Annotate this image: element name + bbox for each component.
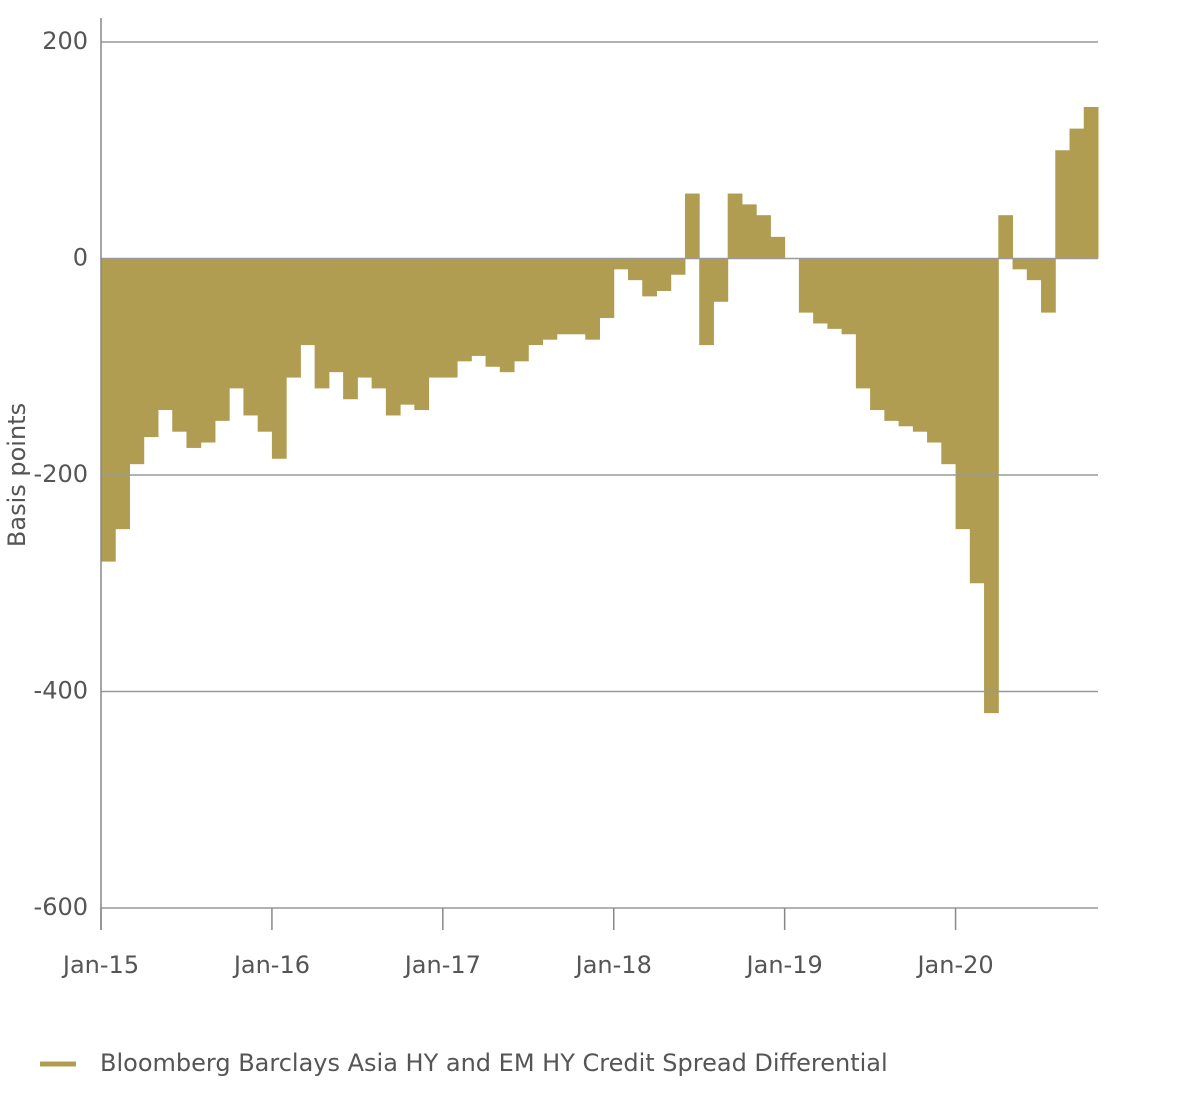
bar (257, 258, 273, 432)
bar (457, 258, 472, 362)
bar (314, 258, 330, 389)
bar (713, 258, 729, 302)
bar (1012, 258, 1028, 270)
bar (813, 258, 828, 324)
bar (514, 258, 529, 362)
bar (884, 258, 900, 421)
bar (499, 258, 515, 373)
bar (599, 258, 615, 319)
bar (571, 258, 586, 335)
bar (271, 258, 287, 459)
bar (214, 258, 230, 421)
y-tick-label: 200 (42, 27, 88, 55)
bar (870, 258, 885, 411)
bar (670, 258, 686, 275)
bar (371, 258, 387, 389)
bar (684, 193, 700, 259)
y-tick-label: -200 (34, 460, 88, 488)
bar (613, 258, 629, 270)
bar (798, 258, 814, 313)
bar (1026, 258, 1042, 281)
bar (955, 258, 971, 530)
bar (471, 258, 487, 356)
legend-label: Bloomberg Barclays Asia HY and EM HY Cre… (100, 1049, 888, 1077)
bar (200, 258, 216, 443)
bar (115, 258, 130, 530)
bar (442, 258, 458, 378)
bar (286, 258, 301, 378)
bar (969, 258, 985, 584)
bar (414, 258, 430, 411)
bar (343, 258, 358, 400)
bar (243, 258, 259, 416)
bar (485, 258, 501, 367)
bar (927, 258, 942, 443)
bar (556, 258, 572, 335)
bar (172, 258, 187, 432)
bar (528, 258, 544, 346)
bar (898, 258, 914, 427)
bar (357, 258, 373, 378)
bar (998, 215, 1014, 259)
bar (656, 258, 672, 291)
bar (841, 258, 857, 335)
bar (328, 258, 344, 373)
x-tick-label: Jan-20 (915, 951, 993, 979)
bar (300, 258, 316, 346)
y-tick-label: 0 (73, 244, 88, 272)
bar (585, 258, 600, 340)
bar (1041, 258, 1056, 313)
bar (157, 258, 173, 411)
bar (855, 258, 871, 389)
bar (229, 258, 244, 389)
bar (770, 236, 786, 259)
x-tick-label: Jan-18 (574, 951, 652, 979)
bar (101, 258, 116, 562)
bar (699, 258, 714, 346)
bar (1055, 150, 1071, 259)
bar (912, 258, 928, 432)
bar (428, 258, 444, 378)
y-tick-label: -600 (34, 893, 88, 921)
bar (727, 193, 743, 259)
bar (642, 258, 657, 297)
x-tick-label: Jan-16 (232, 951, 310, 979)
y-tick-label: -400 (34, 677, 88, 705)
bar (385, 258, 401, 416)
bar (827, 258, 843, 329)
bar (143, 258, 159, 438)
bar (1069, 128, 1085, 259)
bar (984, 258, 999, 714)
bar (186, 258, 202, 448)
x-tick-label: Jan-19 (745, 951, 823, 979)
x-tick-label: Jan-15 (61, 951, 139, 979)
y-axis-label: Basis points (3, 403, 31, 547)
bar (941, 258, 957, 465)
bar (542, 258, 558, 340)
bar (756, 215, 771, 259)
bar (627, 258, 643, 281)
bar (400, 258, 415, 405)
bar (741, 204, 757, 259)
bar (1083, 106, 1099, 259)
bar (129, 258, 145, 465)
x-tick-label: Jan-17 (403, 951, 481, 979)
